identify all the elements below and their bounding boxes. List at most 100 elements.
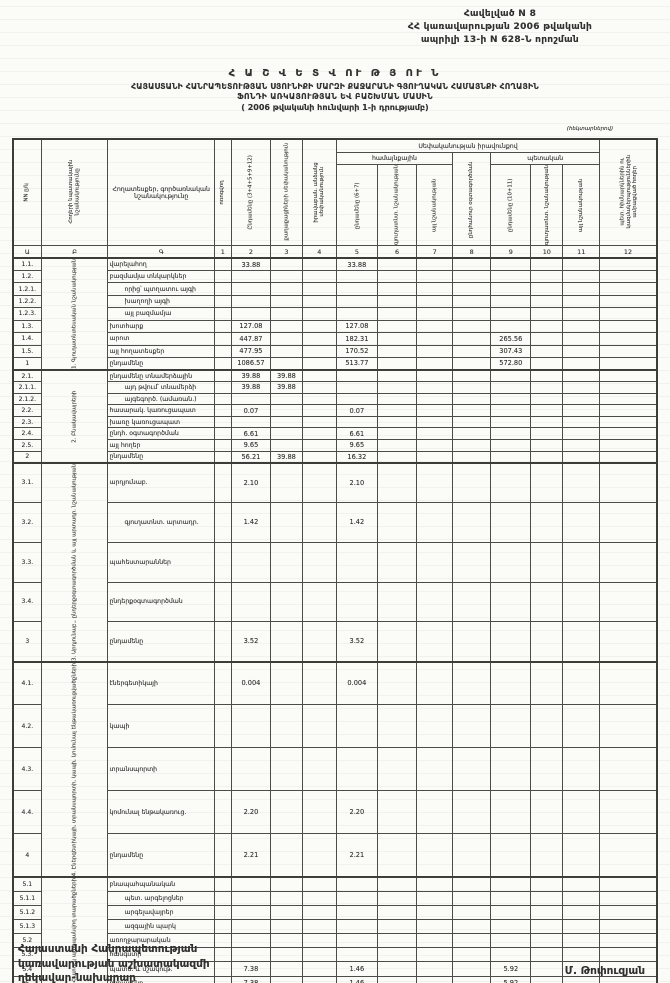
value-cell-col9 — [490, 294, 532, 309]
table-row: 1.2.3. այլ բազմամյա — [12, 307, 658, 321]
value-cell-col4 — [301, 294, 338, 309]
value-cell-col4 — [301, 269, 338, 284]
value-cell-col4 — [301, 904, 338, 920]
value-cell-col7 — [416, 541, 453, 583]
column-index-row: Ա Բ Գ 1 2 3 4 5 6 7 8 9 10 11 12 — [12, 245, 658, 260]
land-balance-table: NN ը/կ Հողերի նպատակային նշանակությունը … — [12, 138, 658, 983]
value-cell-col3 — [270, 704, 303, 749]
value-cell-col11 — [562, 344, 600, 358]
value-cell-col5: 513.77 — [336, 356, 378, 371]
value-cell-col2 — [230, 704, 272, 749]
value-cell-col1 — [213, 381, 232, 394]
value-cell-col5: 3.52 — [336, 621, 378, 663]
value-cell-col12 — [599, 427, 658, 441]
value-cell-col6 — [376, 890, 418, 906]
section-label: 4. Էներգետիկայի, տրանսպորտի, կապի, կոմու… — [41, 661, 108, 877]
value-cell-col2: 447.87 — [230, 332, 272, 346]
value-cell-col3 — [270, 918, 303, 935]
value-cell-col7 — [416, 890, 453, 906]
value-cell-col11 — [562, 356, 600, 371]
table-row: 1 ընդամենը 1086.57 513.77 572.80 — [12, 356, 658, 371]
value-cell-col11 — [562, 381, 600, 394]
value-cell-col12 — [599, 294, 658, 309]
value-cell-col11 — [562, 747, 600, 792]
value-cell-col5: 0.004 — [336, 660, 378, 706]
value-cell-col5: 1.42 — [336, 502, 378, 543]
value-cell-col1 — [213, 439, 232, 452]
value-cell-col5: 2.20 — [336, 790, 378, 835]
value-cell-col1 — [213, 581, 232, 623]
value-cell-col1 — [213, 541, 232, 583]
signer-title-line: Հայաստանի Հանրապետության — [18, 943, 198, 955]
value-cell-col3 — [270, 875, 303, 892]
value-cell-col3 — [270, 404, 303, 417]
value-cell-col12 — [599, 369, 658, 383]
row-number: 2.3. — [12, 415, 42, 429]
row-number: 5.1.2 — [12, 904, 42, 920]
appendix-line: Հավելված N 8 — [463, 9, 537, 19]
value-cell-col8 — [451, 294, 492, 309]
value-cell-col11 — [562, 502, 600, 543]
value-cell-col5: 9.65 — [336, 439, 378, 452]
value-cell-col6 — [376, 975, 418, 983]
row-number: 1.2.2. — [12, 294, 42, 309]
value-cell-col7 — [416, 975, 453, 983]
table-row: 4.3. տրանսպորտի — [12, 747, 658, 792]
value-cell-col10 — [530, 833, 564, 878]
value-cell-col3 — [270, 581, 303, 623]
value-cell-col2: 2.21 — [230, 833, 272, 878]
value-cell-col12 — [599, 975, 658, 983]
value-cell-col5 — [336, 918, 378, 935]
value-cell-col2 — [230, 294, 272, 309]
value-cell-col5: 2.21 — [336, 833, 378, 878]
value-cell-col1 — [213, 890, 232, 906]
column-index: 5 — [336, 245, 378, 260]
value-cell-col6 — [376, 747, 418, 792]
value-cell-col11 — [562, 975, 600, 983]
value-cell-col2 — [230, 947, 272, 963]
value-cell-col5: 33.88 — [336, 257, 378, 272]
value-cell-col10 — [530, 427, 564, 441]
value-cell-col3 — [270, 660, 303, 706]
value-cell-col6 — [376, 415, 418, 429]
value-cell-col9 — [490, 404, 532, 417]
row-number: 5.1 — [12, 875, 42, 892]
value-cell-col6 — [376, 294, 418, 309]
value-cell-col10 — [530, 502, 564, 543]
value-cell-col8 — [451, 282, 492, 296]
table-row: 5.1.1 պետ. արգելոցներ — [12, 890, 658, 906]
value-cell-col6 — [376, 439, 418, 452]
header-col1: ոռոգվող — [214, 139, 232, 246]
value-cell-col7 — [416, 415, 453, 429]
value-cell-col1 — [213, 875, 232, 892]
value-cell-col6 — [376, 307, 418, 321]
value-cell-col8 — [451, 439, 492, 452]
value-cell-col7 — [416, 450, 453, 464]
value-cell-col3 — [270, 904, 303, 920]
value-cell-col12 — [599, 450, 658, 464]
value-cell-col12 — [599, 439, 658, 452]
value-cell-col9: 5.92 — [490, 975, 532, 983]
value-cell-col6 — [376, 833, 418, 878]
row-label: ազգային պարկ — [107, 918, 215, 935]
value-cell-col1 — [213, 392, 232, 406]
value-cell-col4 — [301, 581, 338, 623]
row-label: ընդամենը — [107, 621, 215, 663]
value-cell-col9 — [490, 621, 532, 663]
value-cell-col8 — [451, 918, 492, 935]
value-cell-col7 — [416, 369, 453, 383]
value-cell-col1 — [213, 790, 232, 835]
header-col5: ընդամենը (6+7) — [336, 164, 378, 246]
table-row: 5.1.2 արգելավայրեր — [12, 904, 658, 920]
table-row: 4.1. 4. Էներգետիկայի, տրանսպորտի, կապի, կ… — [12, 660, 658, 877]
value-cell-col11 — [562, 918, 600, 935]
value-cell-col1 — [213, 918, 232, 935]
value-cell-col7 — [416, 257, 453, 272]
value-cell-col12 — [599, 307, 658, 321]
value-cell-col2 — [230, 282, 272, 296]
value-cell-col3 — [270, 461, 303, 504]
value-cell-col4 — [301, 947, 338, 963]
value-cell-col6 — [376, 369, 418, 383]
value-cell-col7 — [416, 621, 453, 663]
